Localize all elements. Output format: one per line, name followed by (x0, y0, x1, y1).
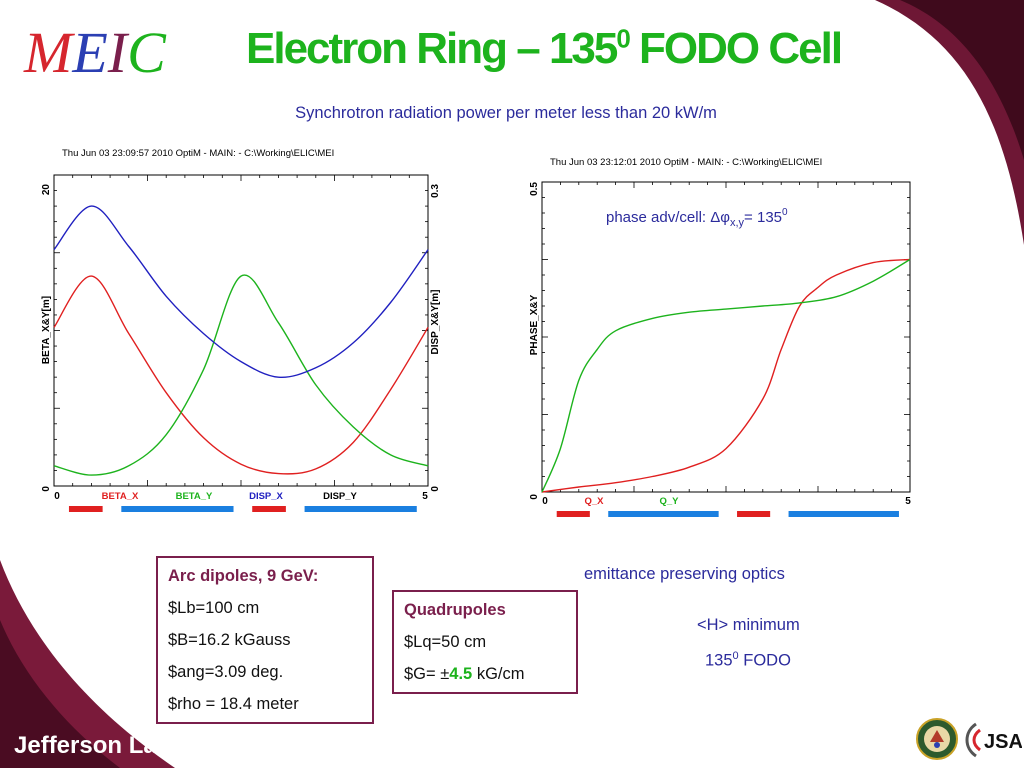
dipole-info-box: Arc dipoles, 9 GeV: $Lb=100 cm $B=16.2 k… (156, 556, 374, 724)
chart1-series-disp-x (53, 205, 429, 379)
chart2-series-q-x (541, 258, 911, 493)
chart2-legend-qx: Q_X (584, 496, 604, 507)
chart1-element-bar-3 (304, 506, 417, 512)
title-sup: 0 (616, 23, 631, 54)
chart1-element-bars (68, 506, 417, 512)
chart2-element-bar-0 (556, 511, 590, 517)
chart2-annotation: phase adv/cell: Δφx,y= 1350 (606, 207, 788, 229)
chart2-ytick-bottom: 0 (529, 494, 540, 500)
note-fodo-sup: 0 (732, 650, 739, 662)
chart1-element-bar-1 (121, 506, 234, 512)
dipole-line-lb: $Lb=100 cm (168, 599, 260, 617)
note-fodo-num: 135 (705, 651, 733, 670)
jsa-text: JSA (984, 731, 1022, 753)
chart2-element-bar-3 (788, 511, 899, 517)
phase-chart: Thu Jun 03 23:12:01 2010 OptiM - MAIN: -… (529, 157, 911, 517)
chart2-element-bar-2 (737, 511, 771, 517)
chart2-ytick-top: 0.5 (529, 182, 540, 196)
logo-letter-m: M (23, 20, 75, 82)
meic-logo: MEIC (23, 20, 167, 82)
logo-letter-e: E (71, 20, 107, 82)
chart1-legend-dispx: DISP_X (249, 491, 283, 502)
note-emittance: emittance preserving optics (584, 565, 785, 583)
quad-heading: Quadrupoles (404, 601, 506, 619)
chart2-series-q-y (541, 258, 911, 493)
chart1-y2tick-bottom: 0 (430, 486, 441, 492)
chart2-header: Thu Jun 03 23:12:01 2010 OptiM - MAIN: -… (550, 157, 822, 168)
page-title: Electron Ring – 1350 FODO Cell (246, 23, 843, 74)
annotation-sub: x,y (730, 217, 745, 229)
chart1-ytick-top: 20 (41, 184, 52, 196)
chart2-element-bars (556, 511, 899, 517)
chart1-element-bar-2 (252, 506, 286, 512)
quad-g-prefix: $G= ± (404, 665, 450, 683)
dipole-line-rho: $rho = 18.4 meter (168, 695, 299, 713)
quad-g-unit: kG/cm (472, 665, 525, 683)
chart1-ticks (54, 175, 428, 486)
quad-line-lq: $Lq=50 cm (404, 633, 487, 651)
jefferson-lab-logo: Jefferson Lab (4, 726, 174, 766)
note-fodo-tail: FODO (738, 651, 791, 670)
quadrupole-info-box: Quadrupoles $Lq=50 cm $G= ±4.5 kG/cm (392, 590, 578, 694)
quad-line-g: $G= ±4.5 kG/cm (394, 658, 576, 690)
chart1-ytick-bottom: 0 (41, 486, 52, 492)
chart1-series-beta-y (53, 274, 429, 476)
chart2-lines (541, 258, 911, 493)
chart2-legend-qy: Q_Y (659, 496, 679, 507)
chart1-y2label: DISP_X&Y[m] (430, 289, 441, 354)
chart1-y2tick-top: 0.3 (430, 184, 441, 198)
dipole-line-b: $B=16.2 kGauss (168, 631, 291, 649)
note-fodo: 1350 FODO (705, 650, 791, 671)
jsa-logo-icon: JSA (965, 722, 1022, 758)
chart1-xtick-0: 0 (54, 491, 60, 502)
logo-letter-i: I (107, 20, 130, 82)
annotation-text: phase adv/cell: Δφ (606, 209, 730, 226)
annotation-tail: = 135 (744, 209, 782, 226)
chart1-header: Thu Jun 03 23:09:57 2010 OptiM - MAIN: -… (62, 148, 334, 159)
chart1-element-bar-0 (68, 506, 103, 512)
chart1-xtick-5: 5 (422, 491, 428, 502)
chart1-lines (53, 205, 429, 476)
beta-chart: Thu Jun 03 23:09:57 2010 OptiM - MAIN: -… (41, 148, 441, 512)
title-tail: FODO Cell (628, 24, 843, 73)
subtitle: Synchrotron radiation power per meter le… (295, 104, 717, 122)
dipole-line-ang: $ang=3.09 deg. (168, 663, 284, 681)
title-main: Electron Ring – 135 (246, 24, 618, 73)
chart1-ylabel: BETA_X&Y[m] (41, 296, 52, 364)
note-h-minimum: <H> minimum (697, 616, 800, 634)
dipole-heading: Arc dipoles, 9 GeV: (168, 567, 319, 585)
annotation-sup: 0 (782, 207, 788, 218)
chart1-legend-dispy: DISP_Y (323, 491, 357, 502)
chart2-xtick-0: 0 (542, 496, 548, 507)
chart2-element-bar-1 (608, 511, 719, 517)
doe-seal-icon (916, 718, 958, 760)
chart2-frame (541, 181, 911, 493)
chart1-legend-betay: BETA_Y (176, 491, 213, 502)
chart2-ticks (542, 182, 910, 492)
chart1-legend-betax: BETA_X (102, 491, 139, 502)
logo-letter-c: C (127, 20, 167, 82)
chart1-series-beta-x (53, 275, 429, 475)
chart2-ylabel: PHASE_X&Y (529, 294, 540, 355)
svg-text:MEIC: MEIC (23, 20, 167, 82)
jefferson-lab-text: Jefferson Lab (14, 732, 172, 759)
chart2-xtick-5: 5 (905, 496, 911, 507)
quad-g-value: 4.5 (449, 665, 473, 683)
